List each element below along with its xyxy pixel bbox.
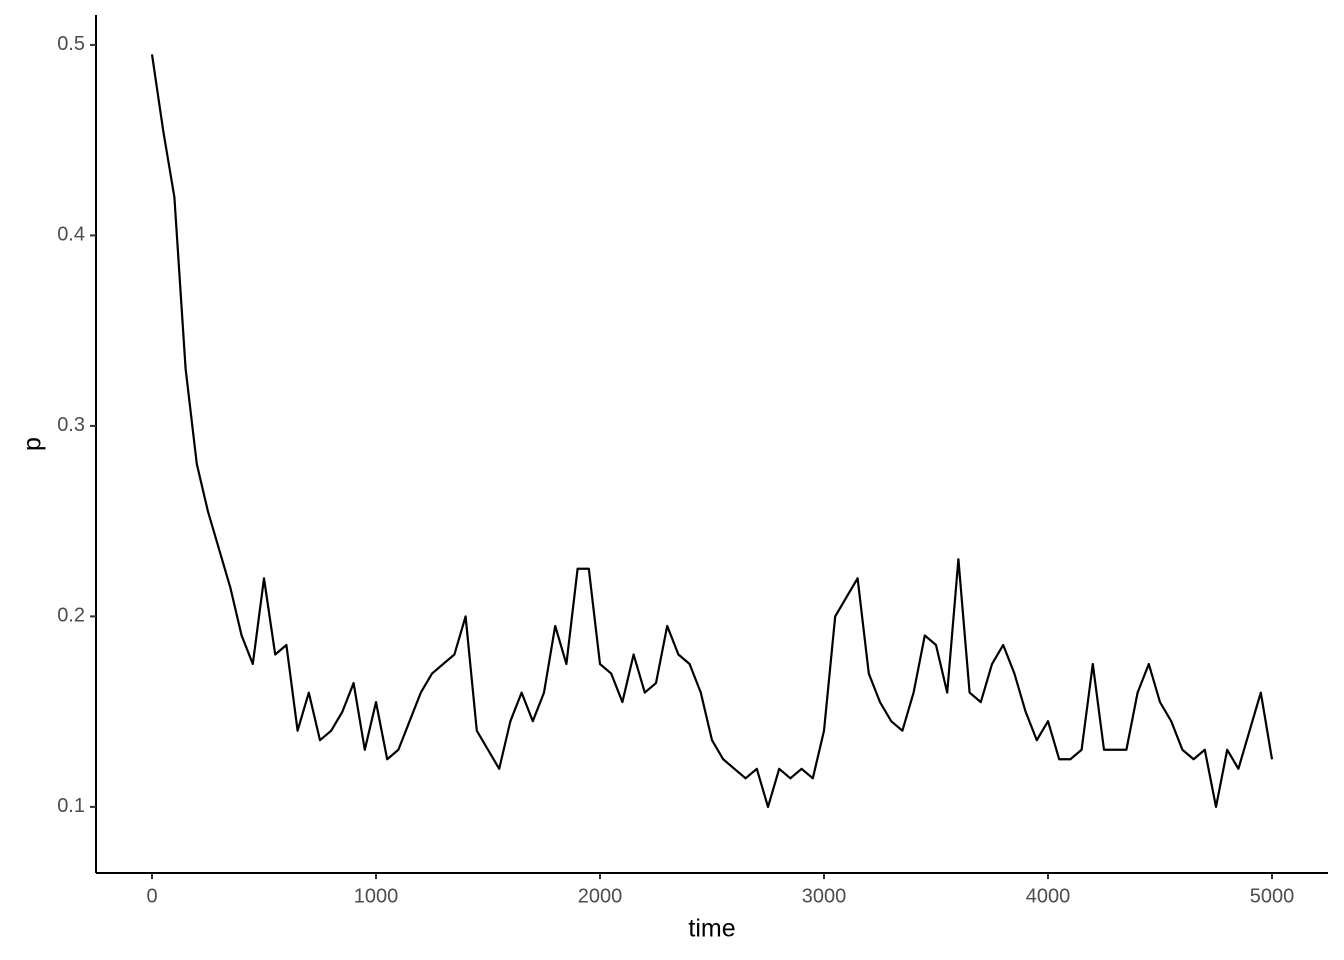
data-line <box>150 54 1274 808</box>
x-tick-label: 4000 <box>1026 885 1071 907</box>
y-tick-label: 0.2 <box>57 605 85 627</box>
y-axis-title: p <box>19 437 47 451</box>
x-tick-label: 0 <box>146 885 157 907</box>
x-tick-label: 5000 <box>1250 885 1295 907</box>
y-tick-label: 0.3 <box>57 414 85 436</box>
x-tick-label: 3000 <box>802 885 847 907</box>
x-axis-title: time <box>688 915 735 943</box>
y-tick-label: 0.1 <box>57 795 85 817</box>
y-tick-label: 0.4 <box>57 224 85 246</box>
y-tick-label: 0.5 <box>57 33 85 55</box>
x-tick-label: 1000 <box>354 885 399 907</box>
x-tick-label: 2000 <box>578 885 623 907</box>
